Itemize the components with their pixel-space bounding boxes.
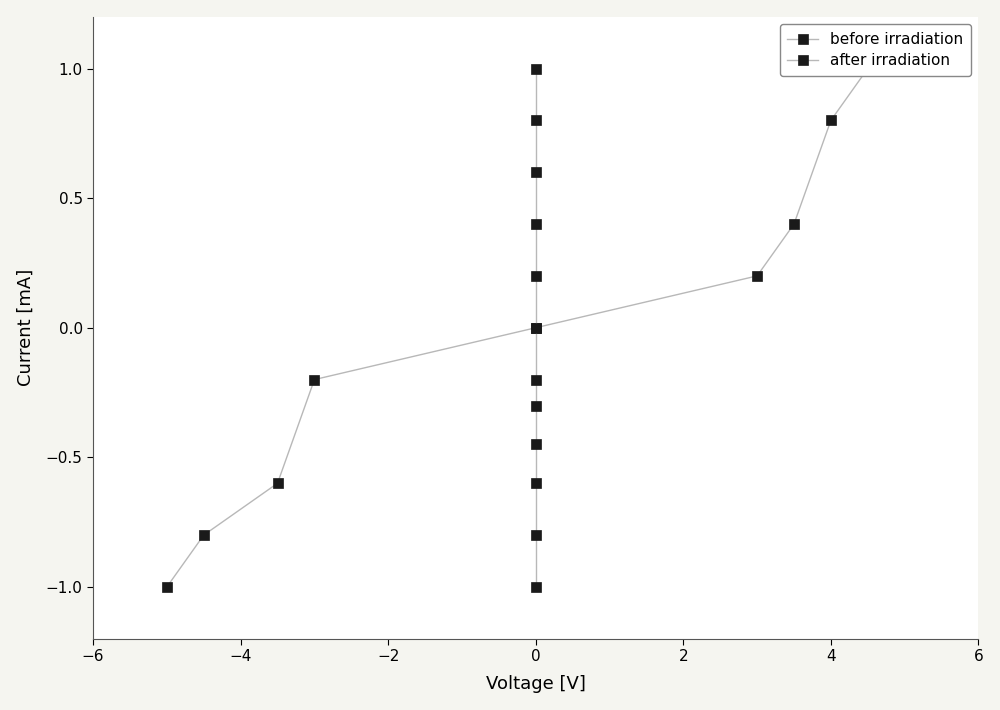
before irradiation <box>862 64 874 72</box>
after irradiation <box>530 531 542 540</box>
Y-axis label: Current [mA]: Current [mA] <box>17 269 35 386</box>
after irradiation <box>530 116 542 125</box>
before irradiation <box>530 324 542 332</box>
after irradiation <box>530 168 542 177</box>
before irradiation <box>272 479 284 488</box>
X-axis label: Voltage [V]: Voltage [V] <box>486 675 586 694</box>
before irradiation <box>161 583 173 591</box>
after irradiation <box>530 324 542 332</box>
after irradiation <box>530 220 542 229</box>
before irradiation <box>788 220 800 229</box>
Line: before irradiation: before irradiation <box>162 64 873 592</box>
after irradiation <box>530 272 542 280</box>
Line: after irradiation: after irradiation <box>531 64 541 592</box>
after irradiation <box>530 376 542 384</box>
after irradiation <box>530 64 542 72</box>
after irradiation <box>530 479 542 488</box>
after irradiation <box>530 583 542 591</box>
after irradiation <box>530 401 542 410</box>
before irradiation <box>825 116 837 125</box>
before irradiation <box>308 376 320 384</box>
before irradiation <box>751 272 763 280</box>
before irradiation <box>198 531 210 540</box>
Legend: before irradiation, after irradiation: before irradiation, after irradiation <box>780 24 971 76</box>
after irradiation <box>530 440 542 449</box>
